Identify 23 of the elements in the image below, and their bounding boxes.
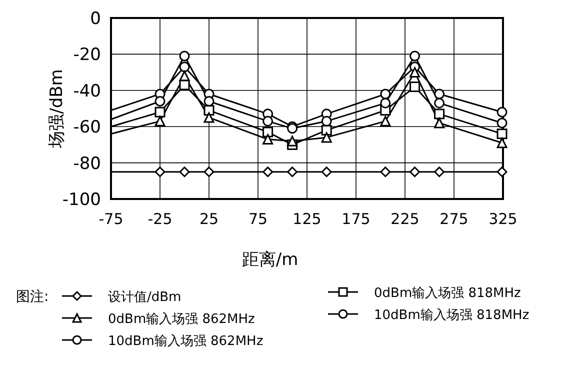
x-tick-label: 125 — [292, 210, 322, 228]
x-tick-label: 175 — [342, 210, 370, 228]
legend-label: 设计值/dBm — [108, 290, 182, 305]
legend-label: 0dBm输入场强 862MHz — [108, 312, 256, 327]
y-tick-label: 0 — [90, 9, 101, 29]
legend-label: 0dBm输入场强 818MHz — [374, 286, 522, 301]
x-axis-title: 距离/m — [242, 250, 298, 270]
y-tick-label: -80 — [73, 154, 101, 174]
x-tick-label: -25 — [148, 210, 172, 228]
x-tick-label: -75 — [98, 210, 124, 228]
y-tick-label: -100 — [62, 190, 101, 210]
x-tick-label: 225 — [390, 210, 420, 228]
y-tick-label: -60 — [73, 118, 101, 138]
y-tick-label: -20 — [73, 45, 101, 66]
x-tick-label: 75 — [248, 210, 268, 228]
x-tick-label: 325 — [488, 210, 518, 228]
legend-title: 图注: — [16, 289, 49, 305]
legend-label: 10dBm输入场强 818MHz — [374, 308, 530, 323]
y-tick-label: -40 — [73, 81, 101, 102]
x-tick-label: 275 — [440, 210, 468, 228]
y-axis-title: 场强/dBm — [47, 69, 67, 149]
x-tick-label: 25 — [199, 210, 219, 228]
legend-label: 10dBm输入场强 862MHz — [108, 334, 264, 349]
